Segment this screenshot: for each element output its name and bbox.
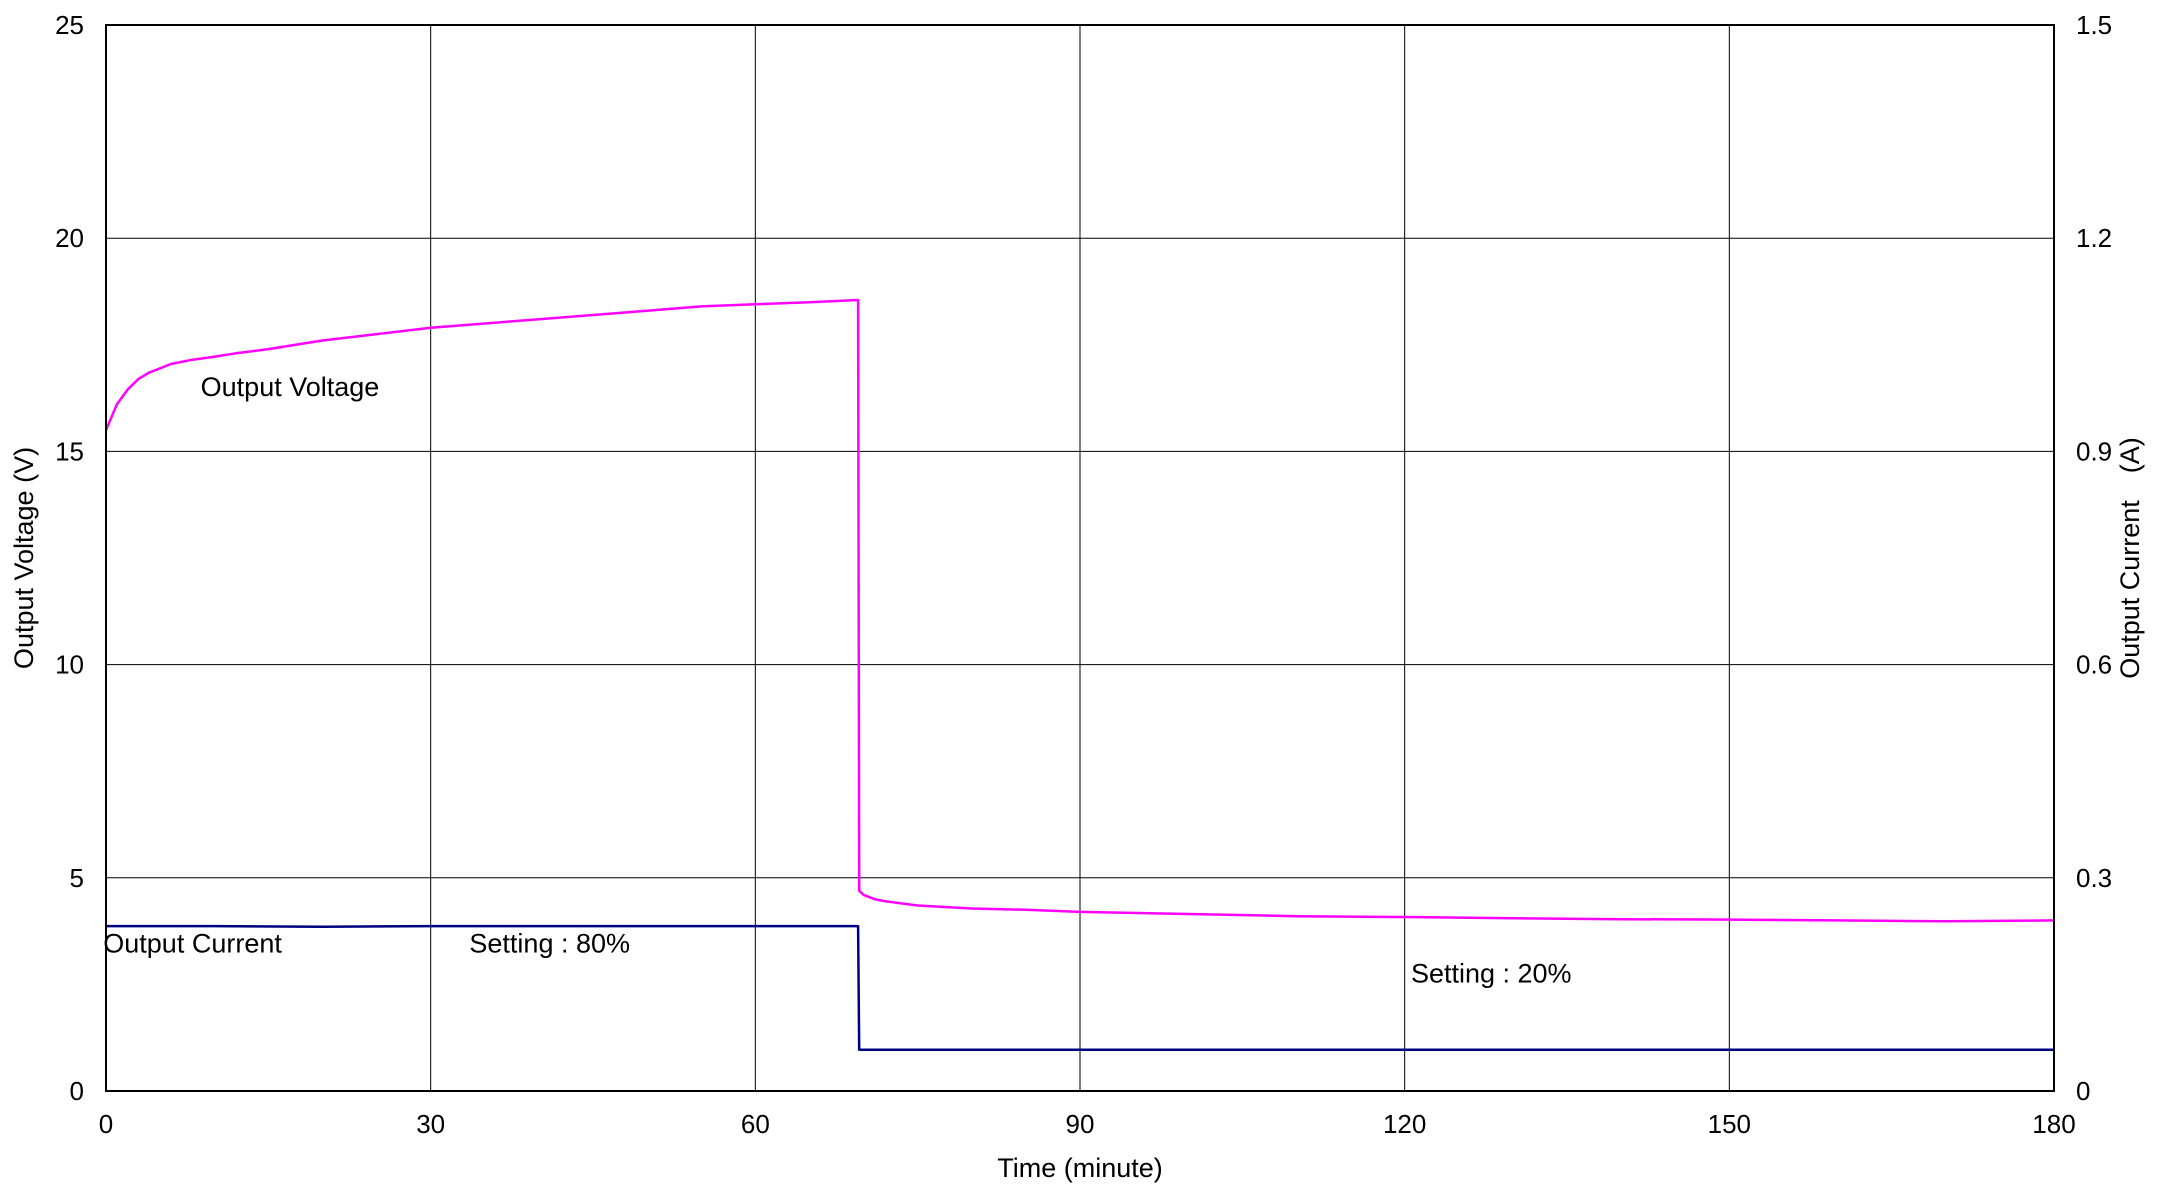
y-axis-ticks: 0 5 10 15 20 25: [55, 10, 84, 1106]
x-tick-label: 60: [741, 1109, 770, 1139]
annotation-label: Output Current: [103, 928, 282, 958]
y-tick-label: 25: [55, 10, 84, 40]
y2-tick-label: 0.3: [2076, 863, 2112, 893]
annotation-label: Setting : 20%: [1411, 958, 1572, 988]
y-tick-label: 0: [70, 1076, 84, 1106]
y2-axis-ticks: 0 0.3 0.6 0.9 1.2 1.5: [2076, 10, 2112, 1106]
y2-tick-label: 0.9: [2076, 436, 2112, 466]
current-series-line: [106, 924, 2054, 1052]
annotations: Output Voltage Output Current Setting : 80…: [103, 372, 1571, 988]
x-axis-title: Time (minute): [997, 1153, 1163, 1183]
y-tick-label: 10: [55, 650, 84, 680]
x-tick-label: 120: [1383, 1109, 1426, 1139]
y2-axis-title: Output Current (A): [2115, 437, 2145, 679]
y2-tick-label: 0.6: [2076, 650, 2112, 680]
y2-tick-label: 1.5: [2076, 10, 2112, 40]
x-tick-label: 180: [2032, 1109, 2075, 1139]
x-tick-label: 30: [416, 1109, 445, 1139]
annotation-label: Setting : 80%: [469, 928, 630, 958]
y-tick-label: 15: [55, 436, 84, 466]
annotation-label: Output Voltage: [201, 372, 380, 402]
y-axis-title: Output Voltage (V): [9, 447, 39, 669]
plot-series: [104, 298, 2055, 1052]
x-tick-label: 0: [99, 1109, 113, 1139]
x-tick-label: 150: [1708, 1109, 1751, 1139]
x-tick-label: 90: [1066, 1109, 1095, 1139]
grid-lines: [106, 25, 2054, 1091]
y2-tick-label: 0: [2076, 1076, 2090, 1106]
y-tick-label: 20: [55, 223, 84, 253]
x-axis-ticks: 0 30 60 90 120 150 180: [99, 1109, 2076, 1139]
y-tick-label: 5: [70, 863, 84, 893]
plot-frame: [105, 24, 2055, 1092]
y2-tick-label: 1.2: [2076, 223, 2112, 253]
voltage-series-line: [104, 298, 2055, 923]
